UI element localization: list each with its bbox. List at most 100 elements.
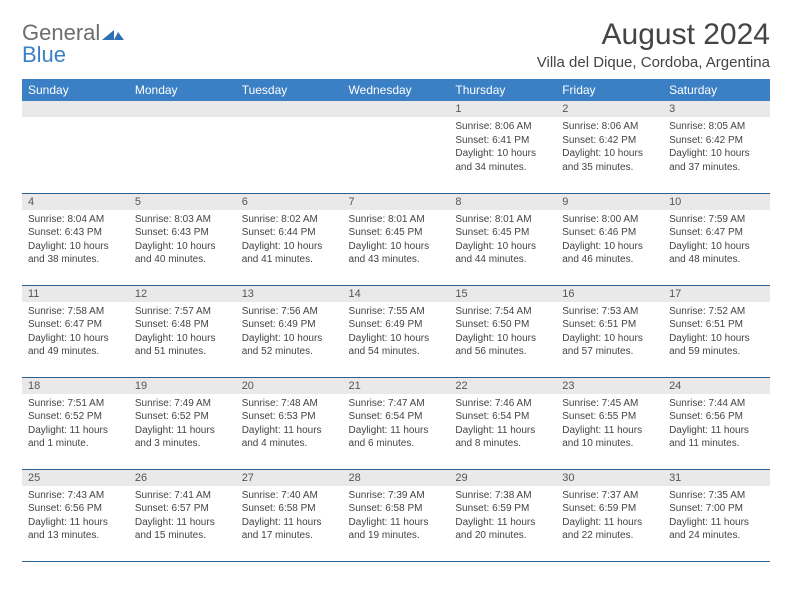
day-details: Sunrise: 7:40 AMSunset: 6:58 PMDaylight:… <box>236 486 343 546</box>
day-number: 3 <box>663 101 770 117</box>
day-number: 2 <box>556 101 663 117</box>
calendar-day-cell: 23Sunrise: 7:45 AMSunset: 6:55 PMDayligh… <box>556 377 663 469</box>
daylight-text: Daylight: 10 hours and 34 minutes. <box>455 147 550 174</box>
calendar-day-cell: 25Sunrise: 7:43 AMSunset: 6:56 PMDayligh… <box>22 469 129 561</box>
day-details: Sunrise: 7:54 AMSunset: 6:50 PMDaylight:… <box>449 302 556 362</box>
daylight-text: Daylight: 10 hours and 56 minutes. <box>455 332 550 359</box>
day-number: 29 <box>449 470 556 486</box>
weekday-header: Tuesday <box>236 79 343 101</box>
sunset-text: Sunset: 7:00 PM <box>669 502 764 516</box>
day-details: Sunrise: 7:41 AMSunset: 6:57 PMDaylight:… <box>129 486 236 546</box>
daylight-text: Daylight: 10 hours and 46 minutes. <box>562 240 657 267</box>
sunset-text: Sunset: 6:55 PM <box>562 410 657 424</box>
calendar-table: Sunday Monday Tuesday Wednesday Thursday… <box>22 79 770 562</box>
daylight-text: Daylight: 10 hours and 40 minutes. <box>135 240 230 267</box>
daylight-text: Daylight: 11 hours and 13 minutes. <box>28 516 123 543</box>
daylight-text: Daylight: 11 hours and 19 minutes. <box>349 516 444 543</box>
day-details: Sunrise: 7:53 AMSunset: 6:51 PMDaylight:… <box>556 302 663 362</box>
weekday-header: Friday <box>556 79 663 101</box>
day-number: 14 <box>343 286 450 302</box>
calendar-day-cell: 30Sunrise: 7:37 AMSunset: 6:59 PMDayligh… <box>556 469 663 561</box>
weekday-header-row: Sunday Monday Tuesday Wednesday Thursday… <box>22 79 770 101</box>
sunrise-text: Sunrise: 8:01 AM <box>455 213 550 227</box>
sunrise-text: Sunrise: 8:05 AM <box>669 120 764 134</box>
sunrise-text: Sunrise: 7:57 AM <box>135 305 230 319</box>
daylight-text: Daylight: 10 hours and 48 minutes. <box>669 240 764 267</box>
day-details: Sunrise: 7:57 AMSunset: 6:48 PMDaylight:… <box>129 302 236 362</box>
calendar-day-cell: 24Sunrise: 7:44 AMSunset: 6:56 PMDayligh… <box>663 377 770 469</box>
sunset-text: Sunset: 6:43 PM <box>135 226 230 240</box>
day-details: Sunrise: 8:00 AMSunset: 6:46 PMDaylight:… <box>556 210 663 270</box>
calendar-day-cell: 4Sunrise: 8:04 AMSunset: 6:43 PMDaylight… <box>22 193 129 285</box>
daylight-text: Daylight: 11 hours and 24 minutes. <box>669 516 764 543</box>
day-details <box>22 117 129 123</box>
day-number <box>236 101 343 117</box>
calendar-day-cell: 19Sunrise: 7:49 AMSunset: 6:52 PMDayligh… <box>129 377 236 469</box>
calendar-page: General Blue August 2024 Villa del Dique… <box>0 0 792 580</box>
calendar-day-cell: 1Sunrise: 8:06 AMSunset: 6:41 PMDaylight… <box>449 101 556 193</box>
sunset-text: Sunset: 6:46 PM <box>562 226 657 240</box>
sunrise-text: Sunrise: 7:58 AM <box>28 305 123 319</box>
sunset-text: Sunset: 6:51 PM <box>562 318 657 332</box>
day-details <box>129 117 236 123</box>
sunset-text: Sunset: 6:48 PM <box>135 318 230 332</box>
sunset-text: Sunset: 6:43 PM <box>28 226 123 240</box>
sunset-text: Sunset: 6:52 PM <box>28 410 123 424</box>
sunset-text: Sunset: 6:58 PM <box>242 502 337 516</box>
day-number: 13 <box>236 286 343 302</box>
day-number: 16 <box>556 286 663 302</box>
calendar-day-cell: 28Sunrise: 7:39 AMSunset: 6:58 PMDayligh… <box>343 469 450 561</box>
sunrise-text: Sunrise: 8:03 AM <box>135 213 230 227</box>
sunrise-text: Sunrise: 7:45 AM <box>562 397 657 411</box>
sunrise-text: Sunrise: 7:59 AM <box>669 213 764 227</box>
daylight-text: Daylight: 10 hours and 49 minutes. <box>28 332 123 359</box>
daylight-text: Daylight: 11 hours and 3 minutes. <box>135 424 230 451</box>
sunset-text: Sunset: 6:53 PM <box>242 410 337 424</box>
day-number: 11 <box>22 286 129 302</box>
sunset-text: Sunset: 6:42 PM <box>669 134 764 148</box>
calendar-day-cell: 7Sunrise: 8:01 AMSunset: 6:45 PMDaylight… <box>343 193 450 285</box>
daylight-text: Daylight: 11 hours and 4 minutes. <box>242 424 337 451</box>
sunrise-text: Sunrise: 7:55 AM <box>349 305 444 319</box>
weekday-header: Sunday <box>22 79 129 101</box>
sunrise-text: Sunrise: 7:38 AM <box>455 489 550 503</box>
month-title: August 2024 <box>537 18 770 52</box>
sunset-text: Sunset: 6:59 PM <box>562 502 657 516</box>
calendar-day-cell: 29Sunrise: 7:38 AMSunset: 6:59 PMDayligh… <box>449 469 556 561</box>
sunset-text: Sunset: 6:57 PM <box>135 502 230 516</box>
day-number <box>343 101 450 117</box>
sunrise-text: Sunrise: 8:04 AM <box>28 213 123 227</box>
day-details <box>236 117 343 123</box>
daylight-text: Daylight: 11 hours and 1 minute. <box>28 424 123 451</box>
daylight-text: Daylight: 10 hours and 41 minutes. <box>242 240 337 267</box>
calendar-week-row: 1Sunrise: 8:06 AMSunset: 6:41 PMDaylight… <box>22 101 770 193</box>
sunrise-text: Sunrise: 7:54 AM <box>455 305 550 319</box>
day-details: Sunrise: 8:01 AMSunset: 6:45 PMDaylight:… <box>343 210 450 270</box>
day-number: 28 <box>343 470 450 486</box>
sunset-text: Sunset: 6:49 PM <box>242 318 337 332</box>
calendar-day-cell: 16Sunrise: 7:53 AMSunset: 6:51 PMDayligh… <box>556 285 663 377</box>
day-number: 25 <box>22 470 129 486</box>
daylight-text: Daylight: 10 hours and 54 minutes. <box>349 332 444 359</box>
sunrise-text: Sunrise: 8:01 AM <box>349 213 444 227</box>
day-number <box>22 101 129 117</box>
sunset-text: Sunset: 6:42 PM <box>562 134 657 148</box>
day-details: Sunrise: 8:04 AMSunset: 6:43 PMDaylight:… <box>22 210 129 270</box>
calendar-day-cell: 26Sunrise: 7:41 AMSunset: 6:57 PMDayligh… <box>129 469 236 561</box>
logo-text-block: General Blue <box>22 22 124 66</box>
logo-word-2: Blue <box>22 42 66 67</box>
sunrise-text: Sunrise: 7:47 AM <box>349 397 444 411</box>
sunrise-text: Sunrise: 7:49 AM <box>135 397 230 411</box>
day-number <box>129 101 236 117</box>
calendar-day-cell: 15Sunrise: 7:54 AMSunset: 6:50 PMDayligh… <box>449 285 556 377</box>
daylight-text: Daylight: 10 hours and 51 minutes. <box>135 332 230 359</box>
calendar-day-cell: 6Sunrise: 8:02 AMSunset: 6:44 PMDaylight… <box>236 193 343 285</box>
calendar-day-cell <box>236 101 343 193</box>
calendar-day-cell: 17Sunrise: 7:52 AMSunset: 6:51 PMDayligh… <box>663 285 770 377</box>
sunrise-text: Sunrise: 8:06 AM <box>455 120 550 134</box>
weekday-header: Monday <box>129 79 236 101</box>
sunrise-text: Sunrise: 8:00 AM <box>562 213 657 227</box>
calendar-day-cell: 9Sunrise: 8:00 AMSunset: 6:46 PMDaylight… <box>556 193 663 285</box>
sunset-text: Sunset: 6:54 PM <box>349 410 444 424</box>
header: General Blue August 2024 Villa del Dique… <box>22 18 770 71</box>
